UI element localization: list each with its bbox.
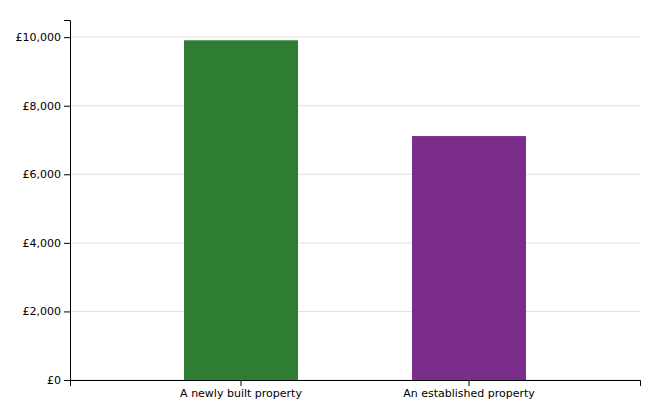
y-tick-mark [64,37,70,38]
y-tick-label: £6,000 [23,168,62,181]
y-tick-mark [64,174,70,175]
y-tick: £10,000 [16,31,71,44]
x-tick-label: An established property [403,387,535,400]
grid-line [70,37,640,38]
y-tick-label: £8,000 [23,100,62,113]
grid-line [70,242,640,243]
y-tick-mark [64,243,70,244]
y-axis: £0 £2,000 £4,000 £6,000 £8,000 £10,000 [16,21,71,388]
y-tick-label: £0 [47,374,61,387]
y-tick-mark [64,380,70,381]
y-tick-mark [64,106,70,107]
x-tick-mark [241,380,242,386]
bars [184,40,526,380]
plot: £0 £2,000 £4,000 £6,000 £8,000 £10,000 A newly… [16,21,641,400]
bar [184,40,298,380]
x-tick: An established property [403,380,535,400]
grid-line [70,174,640,175]
y-tick: £6,000 [23,168,71,181]
chart-container: £0 £2,000 £4,000 £6,000 £8,000 £10,000 A newly… [0,0,660,420]
grid [70,37,640,380]
x-tick-label: A newly built property [180,387,302,400]
y-axis-line [64,21,71,381]
x-tick-mark [469,380,470,386]
grid-line [70,311,640,312]
y-tick-label: £4,000 [23,237,62,250]
y-tick: £0 [47,374,70,387]
y-tick-label: £10,000 [16,31,62,44]
y-tick: £4,000 [23,237,71,250]
bar [412,136,526,380]
chart-svg: £0 £2,000 £4,000 £6,000 £8,000 £10,000 A newly… [0,0,660,420]
x-axis-line [71,381,641,387]
y-tick: £8,000 [23,100,71,113]
y-tick: £2,000 [23,305,71,318]
grid-line [70,105,640,106]
x-tick: A newly built property [180,380,302,400]
x-axis: A newly built property An established pro… [71,380,641,400]
y-tick-mark [64,311,70,312]
y-tick-label: £2,000 [23,305,62,318]
